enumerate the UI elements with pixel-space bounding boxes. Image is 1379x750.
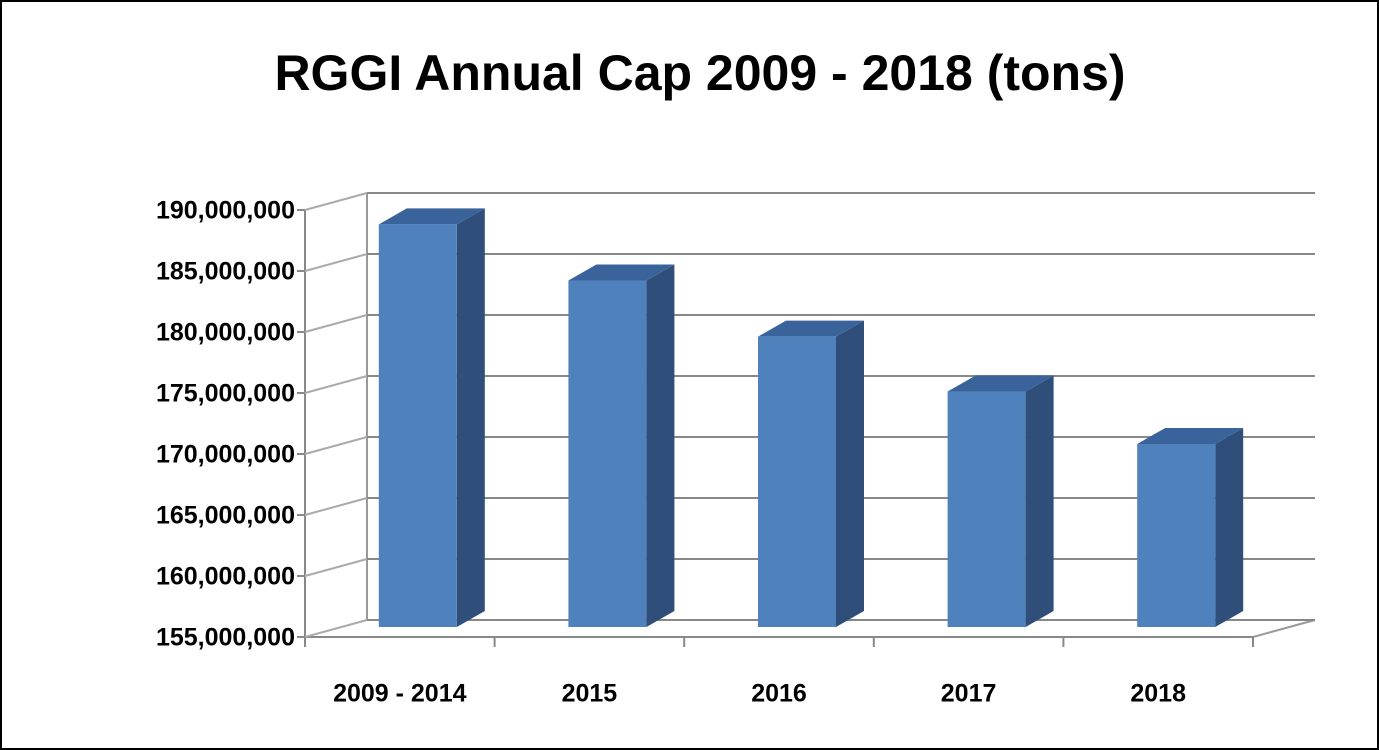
x-tick-label: 2016 xyxy=(751,680,807,708)
bar xyxy=(568,280,647,627)
bar-side xyxy=(646,264,675,627)
y-tick-label: 170,000,000 xyxy=(156,441,295,469)
bar-side xyxy=(1025,375,1054,627)
x-tick-label: 2015 xyxy=(562,680,618,708)
chart-title: RGGI Annual Cap 2009 - 2018 (tons) xyxy=(274,45,1125,101)
grid-line xyxy=(304,497,368,516)
bar-top xyxy=(947,375,1054,392)
grid-line xyxy=(304,436,368,455)
bar xyxy=(947,391,1026,627)
floor-edge xyxy=(1252,619,1316,638)
x-tick-label: 2018 xyxy=(1130,680,1186,708)
bar xyxy=(758,336,836,627)
grid-line xyxy=(304,558,368,577)
bar-side xyxy=(836,320,864,627)
bar-side xyxy=(1215,428,1244,627)
grid-line xyxy=(304,314,368,333)
bar xyxy=(1137,444,1216,627)
x-tick-label: 2017 xyxy=(941,680,997,708)
bar-top xyxy=(568,264,675,281)
y-tick-label: 165,000,000 xyxy=(156,502,295,530)
grid-line xyxy=(304,253,368,272)
bar xyxy=(378,224,457,627)
y-tick-label: 155,000,000 xyxy=(156,624,295,652)
bar-side xyxy=(456,208,485,627)
bar-top xyxy=(758,320,864,337)
y-tick-label: 190,000,000 xyxy=(156,197,295,225)
bar-top xyxy=(378,208,485,225)
y-tick-label: 160,000,000 xyxy=(156,563,295,591)
grid-line xyxy=(304,192,368,211)
y-tick-label: 175,000,000 xyxy=(156,380,295,408)
x-tick-label: 2009 - 2014 xyxy=(333,680,467,708)
grid-line xyxy=(304,375,368,394)
bar-top xyxy=(1137,428,1244,444)
grid-line xyxy=(304,619,368,638)
y-tick-label: 180,000,000 xyxy=(156,319,295,347)
y-tick-label: 185,000,000 xyxy=(156,258,295,286)
